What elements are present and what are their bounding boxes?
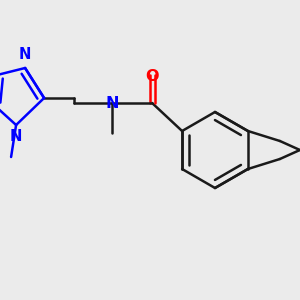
Text: N: N: [19, 47, 31, 62]
Text: N: N: [10, 129, 22, 144]
Text: N: N: [105, 95, 119, 110]
Text: O: O: [145, 69, 159, 84]
